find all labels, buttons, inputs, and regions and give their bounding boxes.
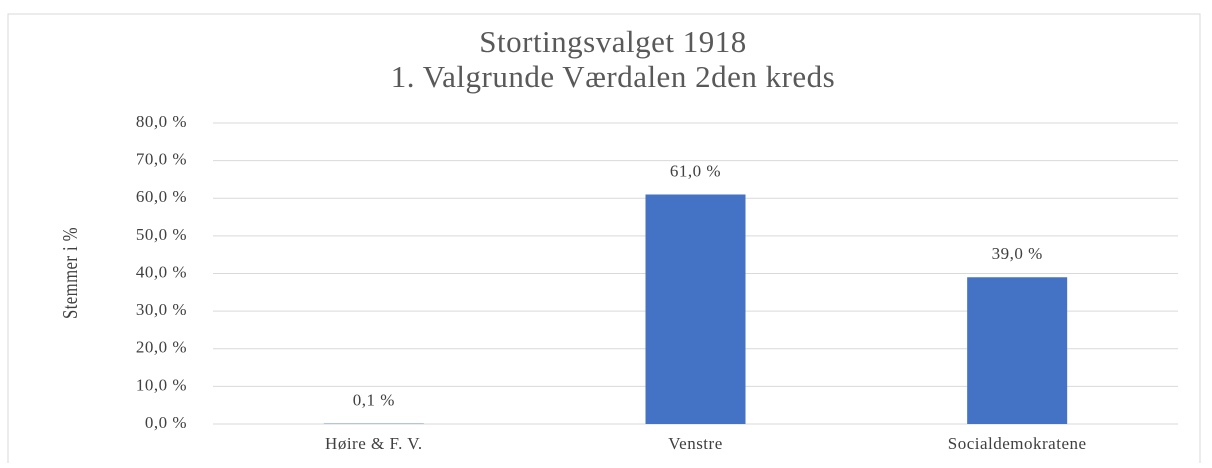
y-tick-label: 70,0 % — [136, 150, 187, 169]
data-label: 61,0 % — [670, 161, 721, 180]
data-label: 39,0 % — [992, 244, 1043, 263]
y-tick-label: 60,0 % — [136, 187, 187, 206]
x-tick-label: Socialdemokratene — [948, 434, 1087, 453]
y-tick-label: 30,0 % — [136, 300, 187, 319]
bar — [646, 194, 746, 424]
y-tick-label: 0,0 % — [145, 413, 187, 432]
data-label: 0,1 % — [353, 391, 395, 410]
chart-title: 1. Valgrunde Værdalen 2den kreds — [391, 59, 835, 94]
y-tick-label: 50,0 % — [136, 225, 187, 244]
y-tick-label: 80,0 % — [136, 112, 187, 131]
y-tick-label: 40,0 % — [136, 262, 187, 281]
y-tick-label: 10,0 % — [136, 375, 187, 394]
y-tick-label: 20,0 % — [136, 338, 187, 357]
chart-title: Stortingsvalget 1918 — [479, 24, 746, 59]
bar — [967, 277, 1067, 424]
y-axis-label: Stemmer i % — [59, 227, 82, 319]
x-tick-label: Høire & F. V. — [325, 434, 423, 453]
x-tick-label: Venstre — [668, 434, 722, 453]
